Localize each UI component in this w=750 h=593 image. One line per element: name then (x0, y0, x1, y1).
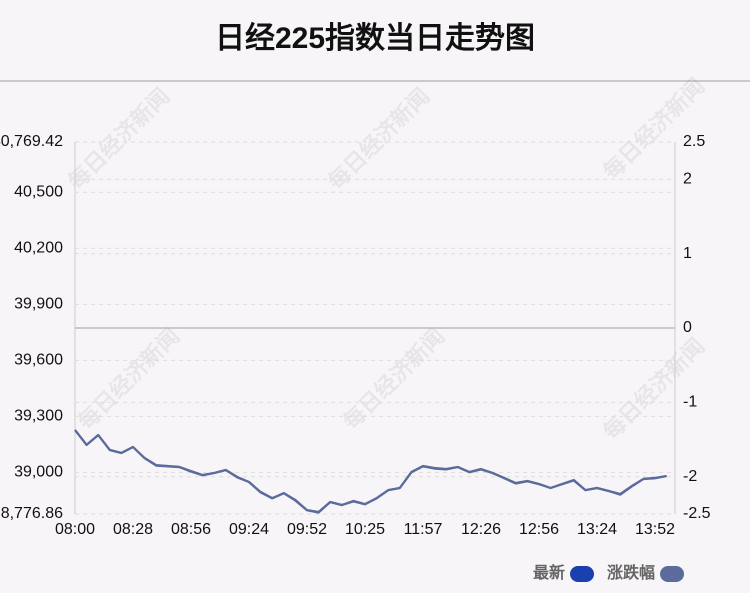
x-tick-label: 12:26 (461, 521, 501, 538)
y2-tick-label: 0 (683, 319, 692, 336)
y-tick-label: 40,500 (14, 184, 63, 201)
x-tick-label: 08:00 (55, 521, 95, 538)
y2-tick-label: 2.5 (683, 133, 705, 150)
y2-tick-label: -2.5 (683, 505, 711, 522)
legend-swatch (570, 566, 595, 582)
y-tick-label: 40,200 (14, 240, 63, 257)
x-tick-label: 09:52 (287, 521, 327, 538)
y-tick-label: 39,300 (14, 408, 63, 425)
x-tick-label: 09:24 (229, 521, 269, 538)
y-tick-label: 39,000 (14, 464, 63, 481)
chart-title: 日经225指数当日走势图 (215, 21, 535, 55)
x-tick-label: 13:52 (635, 521, 675, 538)
y-tick-label: 40,769.42 (0, 133, 63, 150)
x-tick-label: 13:24 (577, 521, 617, 538)
y2-tick-label: -1 (683, 394, 697, 411)
legend-label: 涨跌幅 (607, 563, 655, 582)
x-tick-label: 08:56 (171, 521, 211, 538)
x-tick-label: 12:56 (519, 521, 559, 538)
series-line (74, 429, 667, 514)
x-tick-label: 11:57 (404, 521, 443, 538)
x-tick-label: 08:28 (113, 521, 153, 538)
y-tick-label: 39,600 (14, 352, 63, 369)
legend-label: 最新 (533, 563, 565, 582)
legend-swatch (660, 566, 685, 582)
y-tick-label: 39,900 (14, 296, 63, 313)
y2-tick-label: 2 (683, 170, 692, 187)
y2-tick-label: 1 (683, 245, 692, 262)
y-tick-label: 38,776.86 (0, 505, 63, 522)
x-tick-label: 10:25 (345, 521, 385, 538)
y2-tick-label: -2 (683, 468, 697, 485)
